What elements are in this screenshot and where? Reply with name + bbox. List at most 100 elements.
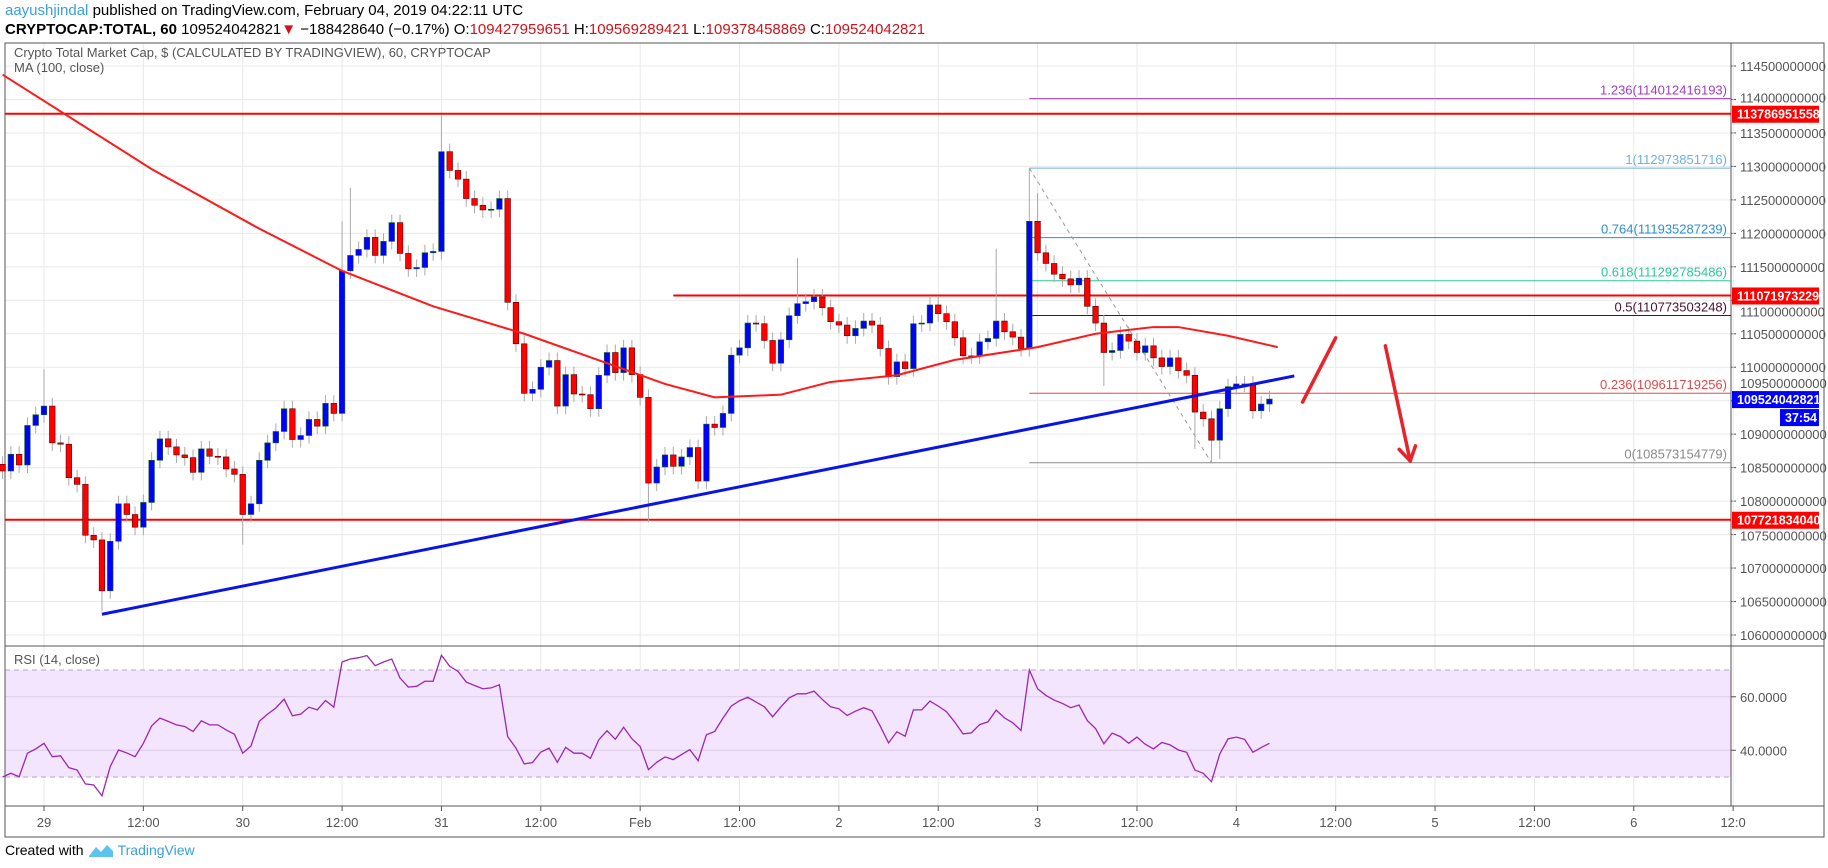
time-tick-label: 12:00 [922,815,955,830]
candle-up [562,374,569,407]
candle-down [570,374,578,395]
price-tick-label: 109000000000 [1740,427,1827,442]
candle-down [1059,273,1066,280]
tradingview-link[interactable]: TradingView [117,842,195,858]
publish-text: published on TradingView.com, February 0… [92,2,524,19]
high-label: H: [573,21,589,38]
time-tick-label: 12:00 [326,815,359,830]
candle-up [786,315,793,341]
fib-level-label: 0.5(110773503248) [1614,299,1727,314]
candle-down [454,170,462,180]
price-marker-label: 107721834040 [1737,514,1820,528]
candle-up [852,328,859,337]
close-label: C: [809,21,825,38]
arrow-shaft [1300,336,1338,404]
candle-up [1258,403,1265,412]
price-tick-label: 107000000000 [1740,561,1827,576]
time-tick-label: 12:00 [1121,815,1154,830]
candle-down [612,352,619,373]
price-tick-label: 107500000000 [1740,529,1827,544]
time-tick-label: 29 [37,815,51,830]
countdown-label: 37:54 [1785,411,1817,425]
rsi-tick-label: 40.0000 [1740,743,1787,758]
candle-down [405,253,412,270]
rsi-tick-label: 60.0000 [1740,690,1787,705]
candle-down [819,296,826,308]
price-tick-label: 112500000000 [1740,193,1826,208]
candle-down [1017,336,1025,349]
candle-up [421,252,428,268]
candle-down [214,455,221,458]
candle-down [49,405,56,444]
price-tick-label: 112000000000 [1740,226,1826,241]
price-tick-label: 108500000000 [1740,461,1827,476]
fib-level-label: 0(108573154779) [1624,447,1727,462]
candle-up [264,442,271,461]
tradingview-logo-icon [88,845,113,857]
candle-up [984,338,992,343]
candle-up [338,270,346,414]
candle-up [488,208,495,211]
candle-down [769,340,776,364]
candle-up [703,423,710,482]
trendline [101,374,1295,616]
candle-up [661,454,669,468]
last-price: 109524042821 [181,21,282,38]
candle-up [976,341,983,357]
candle-down [1183,370,1190,376]
candle-down [1001,320,1008,333]
candle-down [189,457,197,473]
candle-up [281,408,288,432]
candle-down [1100,322,1107,353]
candle-down [512,301,520,345]
candle-up [322,403,329,427]
candle-down [1150,345,1157,359]
candle-down [65,443,72,478]
candle-up [413,267,420,270]
candle-up [380,241,387,256]
candle-down [223,456,230,470]
candle-up [140,502,147,528]
candle-down [16,453,23,466]
arrow-head [1408,444,1418,463]
rsi-band [5,670,1731,777]
candle-up [7,453,14,472]
down-triangle-icon: ▼ [281,21,297,38]
candle-down [314,419,321,427]
time-tick-label: 4 [1233,815,1240,830]
price-tick-label: 114000000000 [1740,91,1826,106]
candle-up [595,374,602,410]
candle-down [1175,357,1182,371]
candle-down [1034,221,1041,254]
candle-down [554,360,561,407]
price-tick-label: 108000000000 [1740,494,1827,509]
candle-up [1117,334,1124,351]
price-tick-label: 111500000000 [1740,260,1825,275]
candle-up [794,303,801,316]
low-value: 109378458869 [705,21,806,38]
candle-down [844,324,851,337]
candle-up [247,503,255,515]
time-tick-label: 12:00 [127,815,160,830]
price-tick-label: 110000000000 [1740,360,1826,375]
candle-up [107,540,114,592]
candle-up [1166,357,1174,367]
candle-down [943,313,950,323]
candle-up [32,414,39,426]
time-tick-label: 12:00 [723,815,756,830]
candle-down [372,237,379,256]
candle-up [115,503,122,542]
candle-down [471,198,478,206]
author-link[interactable]: aayushjindal [5,2,89,19]
candle-up [529,389,536,394]
candle-down [98,539,106,592]
candle-down [885,348,892,377]
candle-down [1208,418,1215,441]
candle-down [289,408,296,440]
candle-down [1092,306,1099,324]
candle-up [860,320,867,329]
candle-up [620,347,627,373]
price-tick-label: 111000000000 [1740,304,1825,319]
candle-down [1009,331,1016,338]
